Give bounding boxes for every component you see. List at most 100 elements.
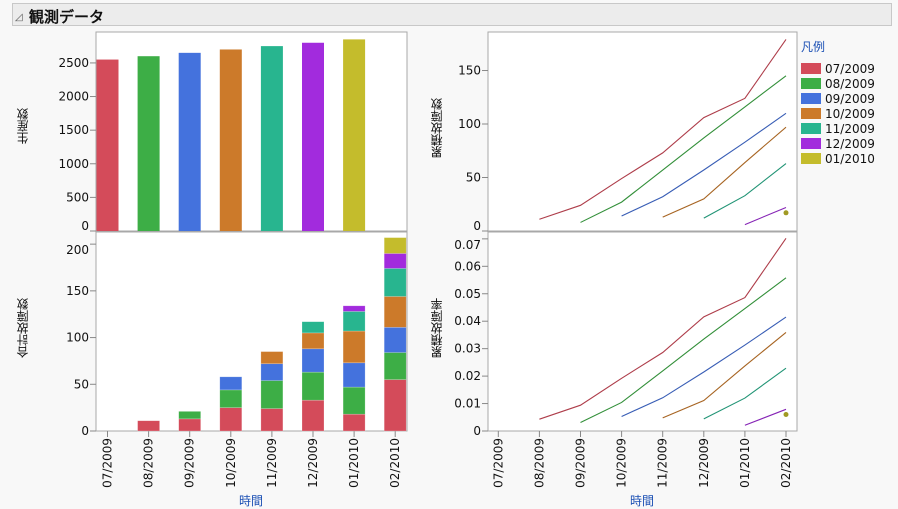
- stacked-bar-segment: [383, 253, 407, 269]
- y-tick-label: 0.03: [454, 342, 481, 356]
- series-line: [539, 237, 787, 420]
- x-tick-label: 01/2010: [738, 438, 752, 488]
- y-tick-label: 0.07: [454, 238, 481, 252]
- legend-swatch: [801, 63, 821, 74]
- y-tick-label: 100: [458, 117, 481, 131]
- series-line: [621, 112, 787, 217]
- y-tick-label: 0: [81, 219, 89, 233]
- series-line: [580, 277, 787, 423]
- legend-label: 09/2009: [825, 91, 875, 106]
- x-tick-label: 12/2009: [697, 438, 711, 488]
- y-tick-label: 50: [466, 171, 481, 185]
- legend-label: 12/2009: [825, 136, 875, 151]
- stacked-bar-segment: [219, 376, 243, 391]
- stacked-bar-segment: [301, 371, 325, 401]
- y-tick-label: 500: [66, 190, 89, 204]
- stacked-bar-segment: [383, 352, 407, 380]
- legend-swatch: [801, 153, 821, 164]
- bar: [219, 49, 242, 231]
- stacked-bar-segment: [137, 420, 160, 432]
- x-tick-label: 08/2009: [532, 438, 546, 488]
- stacked-bar-segment: [219, 389, 243, 408]
- stacked-bar-segment: [301, 399, 325, 432]
- legend-item[interactable]: 11/2009: [801, 121, 875, 136]
- bar: [343, 39, 366, 232]
- legend: 凡例 07/2009 08/2009 09/2009 10/2009 11/2009 12…: [801, 38, 875, 166]
- legend-swatch: [801, 138, 821, 149]
- x-tick-label: 07/2009: [491, 438, 505, 488]
- x-axis-label-right: 時間: [630, 494, 655, 508]
- legend-label: 11/2009: [825, 121, 875, 136]
- stacked-bar-segment: [260, 380, 284, 409]
- bar: [302, 42, 324, 231]
- series-line: [744, 206, 787, 226]
- disclosure-triangle-icon[interactable]: ◿: [15, 12, 23, 23]
- stacked-bar-segment: [342, 386, 366, 415]
- series-line: [703, 163, 787, 219]
- y-tick-label: 50: [74, 377, 89, 391]
- legend-label: 01/2010: [825, 151, 875, 166]
- stacked-bar-segment: [178, 411, 201, 420]
- bar: [260, 46, 283, 232]
- stacked-bar-segment: [383, 379, 407, 432]
- bar: [96, 59, 119, 231]
- y-tick-label: 1000: [58, 157, 89, 171]
- y-tick-label: 0: [473, 424, 481, 438]
- stacked-bar-segment: [178, 418, 201, 432]
- stacked-bar-segment: [383, 268, 407, 297]
- y-tick-label: 0: [81, 424, 89, 438]
- x-tick-label: 11/2009: [656, 438, 670, 488]
- x-tick-label: 12/2009: [306, 438, 320, 488]
- x-tick-label: 01/2010: [347, 438, 361, 488]
- stacked-bar-segment: [301, 332, 325, 350]
- y-axis-label-production: 生産数: [16, 108, 30, 144]
- series-line: [539, 39, 787, 220]
- series-line: [703, 367, 787, 420]
- y-tick-label: 150: [458, 64, 481, 78]
- y-tick-label: 0.02: [454, 369, 481, 383]
- x-tick-label: 02/2010: [779, 438, 793, 488]
- series-line: [662, 126, 787, 218]
- x-tick-label: 11/2009: [265, 438, 279, 488]
- stacked-bar-segment: [301, 321, 325, 334]
- series-line: [580, 75, 787, 223]
- y-tick-label: 150: [66, 284, 89, 298]
- y-axis-label-cumulative-rate: 累積故障率: [430, 298, 444, 358]
- bar: [178, 52, 201, 231]
- report-title: 観測データ: [29, 8, 105, 26]
- legend-label: 08/2009: [825, 76, 875, 91]
- y-tick-label: 0: [473, 219, 481, 233]
- outline-header: ◿ 観測データ: [12, 3, 892, 26]
- plot-frame: [487, 31, 798, 232]
- x-tick-label: 10/2009: [615, 438, 629, 488]
- stacked-bar-segment: [219, 407, 243, 432]
- plot-frame: [487, 231, 798, 432]
- y-axis-label-cumulative-failures: 累積故障数: [430, 98, 444, 158]
- y-tick-label: 2000: [58, 90, 89, 104]
- legend-swatch: [801, 123, 821, 134]
- y-tick-label: 1500: [58, 123, 89, 137]
- x-tick-label: 10/2009: [224, 438, 238, 488]
- series-line: [621, 316, 787, 417]
- series-point: [783, 412, 789, 418]
- bar: [137, 56, 160, 232]
- legend-title: 凡例: [801, 40, 826, 54]
- stacked-bar-segment: [301, 348, 325, 373]
- y-tick-label: 0.05: [454, 287, 481, 301]
- legend-item[interactable]: 01/2010: [801, 151, 875, 166]
- y-axis-label-total-failures: 合計故障数: [16, 298, 30, 358]
- y-tick-label: 0.01: [454, 397, 481, 411]
- y-tick-label: 2500: [58, 56, 89, 70]
- series-point: [783, 210, 789, 216]
- legend-item[interactable]: 10/2009: [801, 106, 875, 121]
- legend-item[interactable]: 07/2009: [801, 61, 875, 76]
- legend-item[interactable]: 09/2009: [801, 91, 875, 106]
- legend-item[interactable]: 08/2009: [801, 76, 875, 91]
- stacked-bar-segment: [342, 311, 366, 332]
- stacked-bar-segment: [260, 351, 284, 365]
- stacked-bar-segment: [342, 330, 366, 364]
- legend-item[interactable]: 12/2009: [801, 136, 875, 151]
- y-tick-label: 0.04: [454, 314, 481, 328]
- legend-label: 07/2009: [825, 61, 875, 76]
- x-tick-label: 09/2009: [183, 438, 197, 488]
